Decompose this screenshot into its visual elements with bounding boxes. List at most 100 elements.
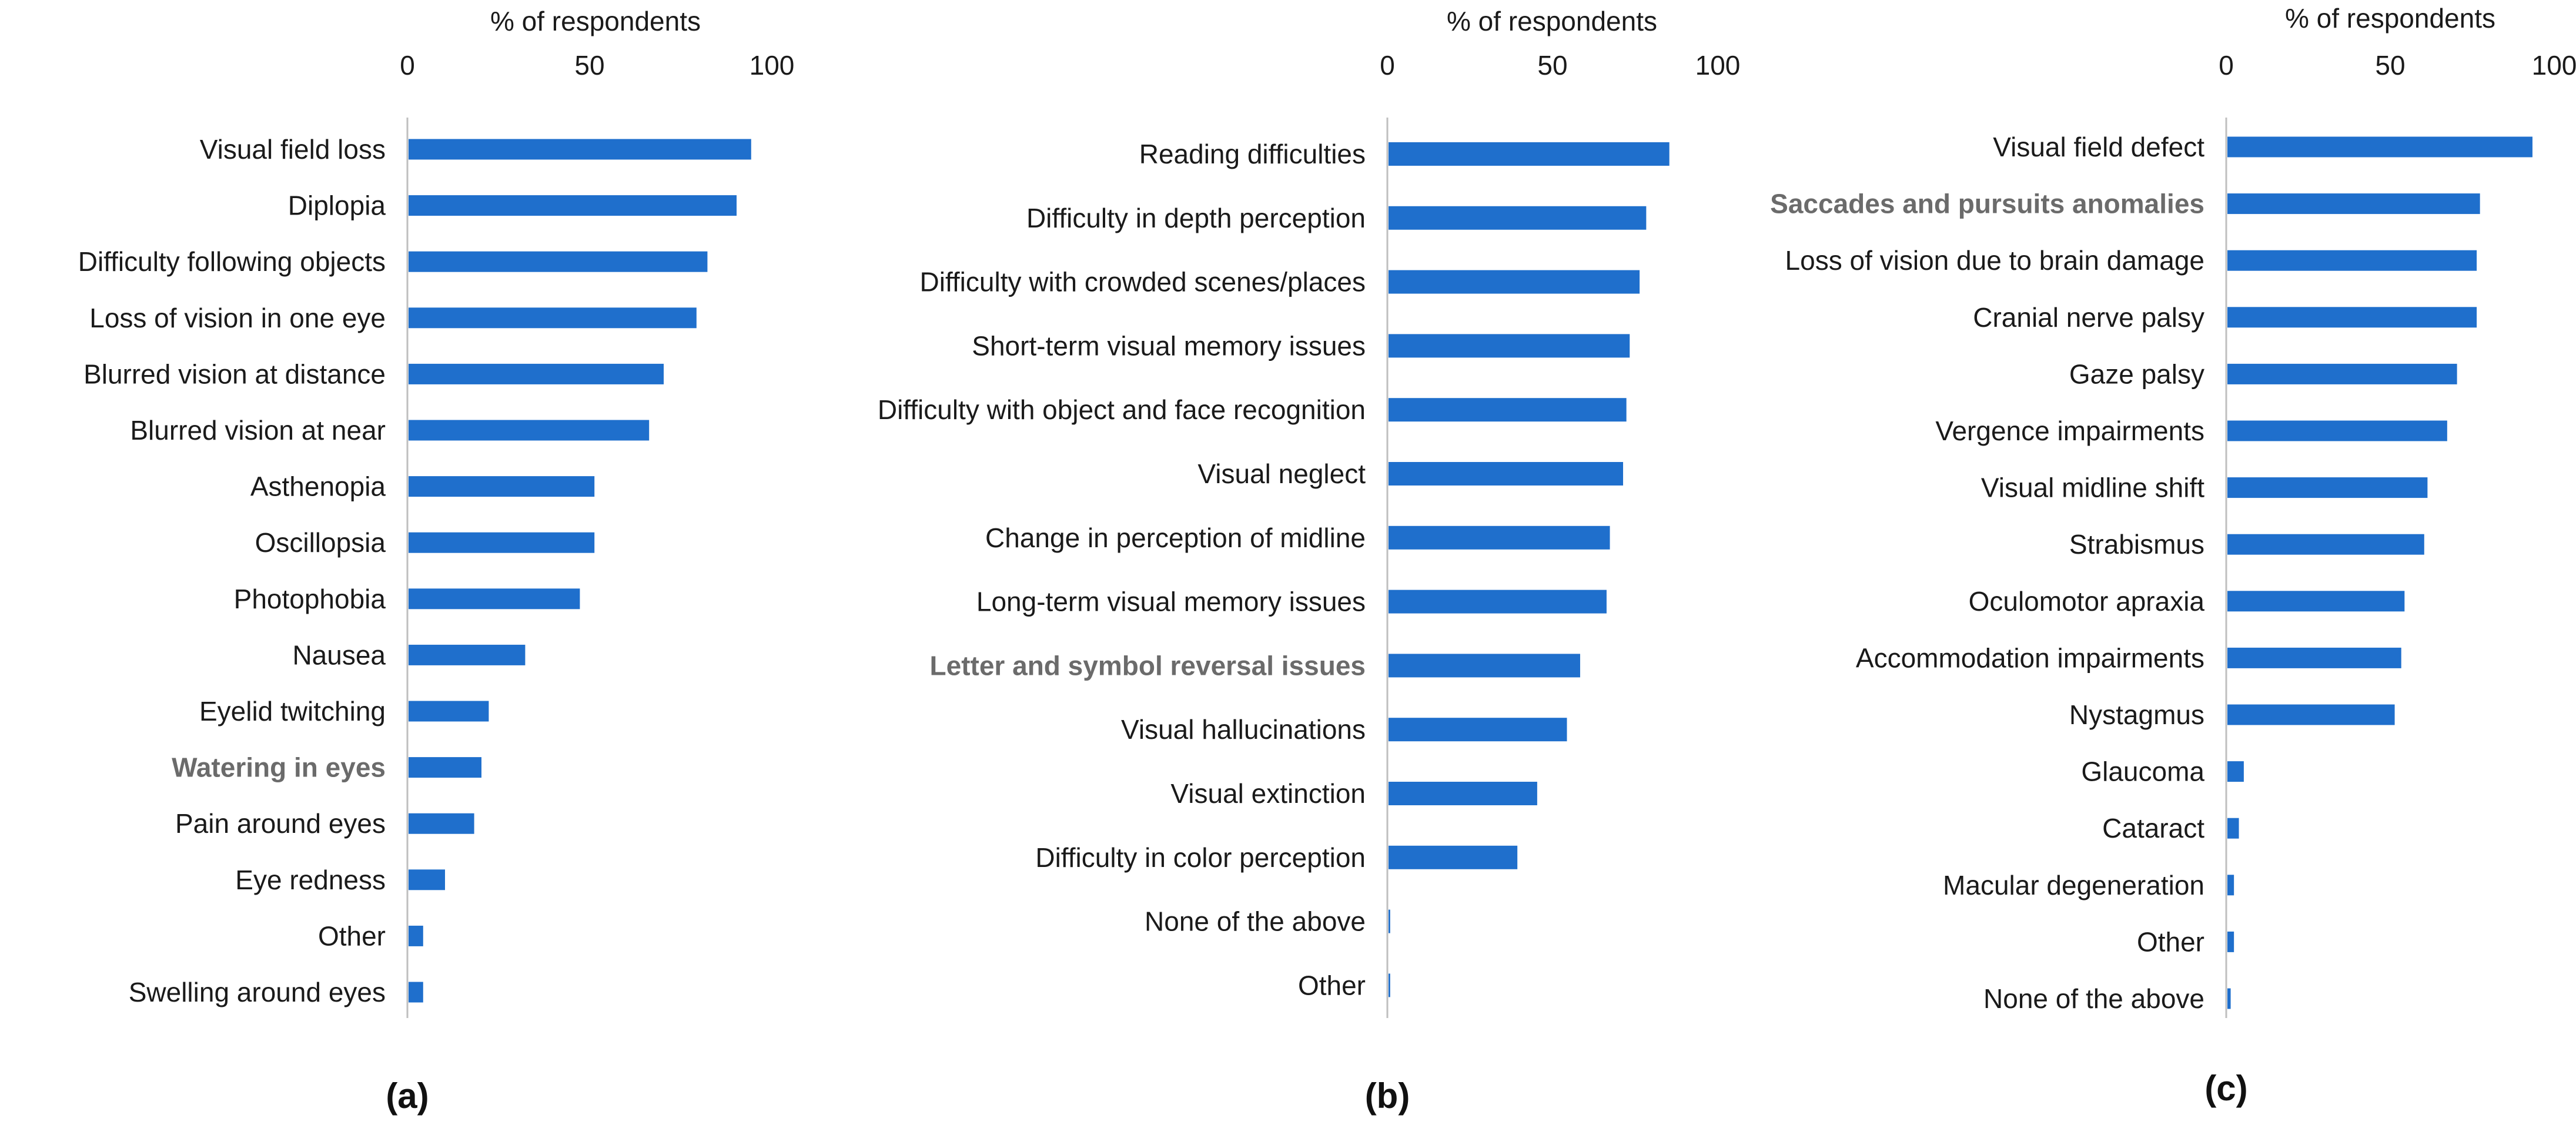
bar [2227, 307, 2477, 328]
bar [2227, 761, 2244, 782]
category-label: None of the above [1983, 983, 2204, 1014]
category-label: Long-term visual memory issues [976, 587, 1366, 617]
category-label: Reading difficulties [1139, 139, 1366, 169]
bar [409, 813, 474, 834]
x-tick-label: 100 [1695, 50, 1741, 81]
category-label: Cranial nerve palsy [1973, 302, 2204, 333]
category-label: Macular degeneration [1943, 870, 2204, 900]
category-label: Difficulty following objects [78, 246, 386, 277]
bar [1389, 909, 1390, 933]
bar [409, 925, 423, 946]
x-axis-title: % of respondents [2285, 3, 2495, 34]
panel-a: % of respondents 0 50 100 Visual field loss D… [78, 6, 795, 1116]
category-label: Eye redness [235, 865, 386, 895]
panel-c: % of respondents 0 50 100 Visual field defec… [1770, 3, 2576, 1108]
bar [409, 757, 481, 778]
bar [409, 139, 751, 160]
bar [2227, 647, 2401, 668]
bar [1389, 398, 1627, 422]
category-label: Difficulty in color perception [1035, 842, 1366, 873]
category-label: Difficulty in depth perception [1026, 203, 1366, 233]
category-label: Short-term visual memory issues [972, 330, 1366, 361]
category-label: Asthenopia [250, 471, 386, 502]
bar [1389, 973, 1390, 997]
bar [1389, 142, 1670, 166]
bar [1389, 590, 1607, 614]
category-label: Glaucoma [2081, 756, 2204, 787]
bar [409, 644, 526, 665]
category-label: Change in perception of midline [985, 523, 1366, 553]
category-label: Visual extinction [1170, 778, 1366, 809]
category-label: Saccades and pursuits anomalies [1770, 189, 2204, 219]
bar [2227, 250, 2477, 271]
bar [1389, 334, 1630, 358]
bar [2227, 193, 2480, 215]
category-label: Other [2137, 926, 2204, 957]
bar [2227, 818, 2239, 839]
panel-label: (a) [386, 1076, 429, 1116]
panel-label: (b) [1365, 1076, 1410, 1116]
bar [2227, 591, 2405, 612]
x-tick-label: 100 [750, 50, 795, 81]
category-label: Pain around eyes [175, 808, 386, 839]
x-tick-label: 50 [574, 50, 604, 81]
category-label: Visual midline shift [1981, 473, 2204, 503]
x-axis-title: % of respondents [1447, 6, 1657, 36]
category-label: Vergence impairments [1935, 416, 2204, 446]
category-label: Blurred vision at distance [83, 359, 386, 389]
category-label: Loss of vision due to brain damage [1785, 245, 2204, 276]
bar [409, 251, 708, 272]
category-label: Other [318, 920, 386, 951]
bar [2227, 704, 2395, 725]
category-label: Oscillopsia [255, 527, 386, 558]
x-tick-label: 0 [400, 50, 415, 81]
bar [2227, 363, 2457, 384]
category-label: Oculomotor apraxia [1969, 586, 2205, 617]
category-label: Photophobia [234, 584, 386, 614]
category-label: None of the above [1145, 906, 1366, 937]
bar [1389, 462, 1624, 486]
category-label: Visual field loss [200, 134, 386, 165]
panel-b: % of respondents 0 50 100 Reading difficulti… [878, 6, 1741, 1116]
category-label: Strabismus [2069, 529, 2204, 560]
bar [2227, 534, 2424, 555]
bar [2227, 477, 2428, 498]
category-label: Visual field defect [1993, 132, 2204, 162]
category-label: Nystagmus [2069, 699, 2204, 730]
bar [2227, 420, 2447, 441]
bar [1389, 654, 1580, 678]
category-label: Other [1298, 970, 1366, 1000]
bar [409, 982, 423, 1003]
x-tick-label: 50 [1537, 50, 1567, 81]
bar [2227, 136, 2532, 158]
x-tick-label: 50 [2375, 50, 2405, 81]
bar [409, 701, 489, 722]
category-label: Nausea [292, 640, 386, 670]
category-label: Blurred vision at near [130, 415, 386, 446]
bar [409, 588, 580, 610]
bar [409, 476, 595, 497]
bar [1389, 525, 1610, 550]
category-label: Cataract [2102, 813, 2204, 843]
category-label: Eyelid twitching [199, 696, 386, 726]
category-label: Watering in eyes [172, 752, 386, 783]
bar [409, 195, 737, 216]
bar [2227, 931, 2234, 952]
category-label: Loss of vision in one eye [89, 303, 386, 333]
bar [409, 532, 595, 553]
bar [409, 363, 664, 384]
category-label: Difficulty with crowded scenes/places [920, 267, 1366, 297]
category-label: Visual hallucinations [1121, 714, 1366, 745]
bar [1389, 718, 1567, 742]
x-tick-label: 0 [1380, 50, 1395, 81]
bar [1389, 782, 1537, 805]
category-label: Letter and symbol reversal issues [930, 650, 1366, 681]
bar [409, 420, 650, 441]
category-label: Difficulty with object and face recognit… [878, 394, 1366, 425]
bar [2227, 875, 2234, 896]
bar [409, 869, 445, 890]
category-label: Visual neglect [1197, 458, 1366, 489]
bar [1389, 270, 1640, 294]
category-label: Gaze palsy [2069, 359, 2204, 389]
